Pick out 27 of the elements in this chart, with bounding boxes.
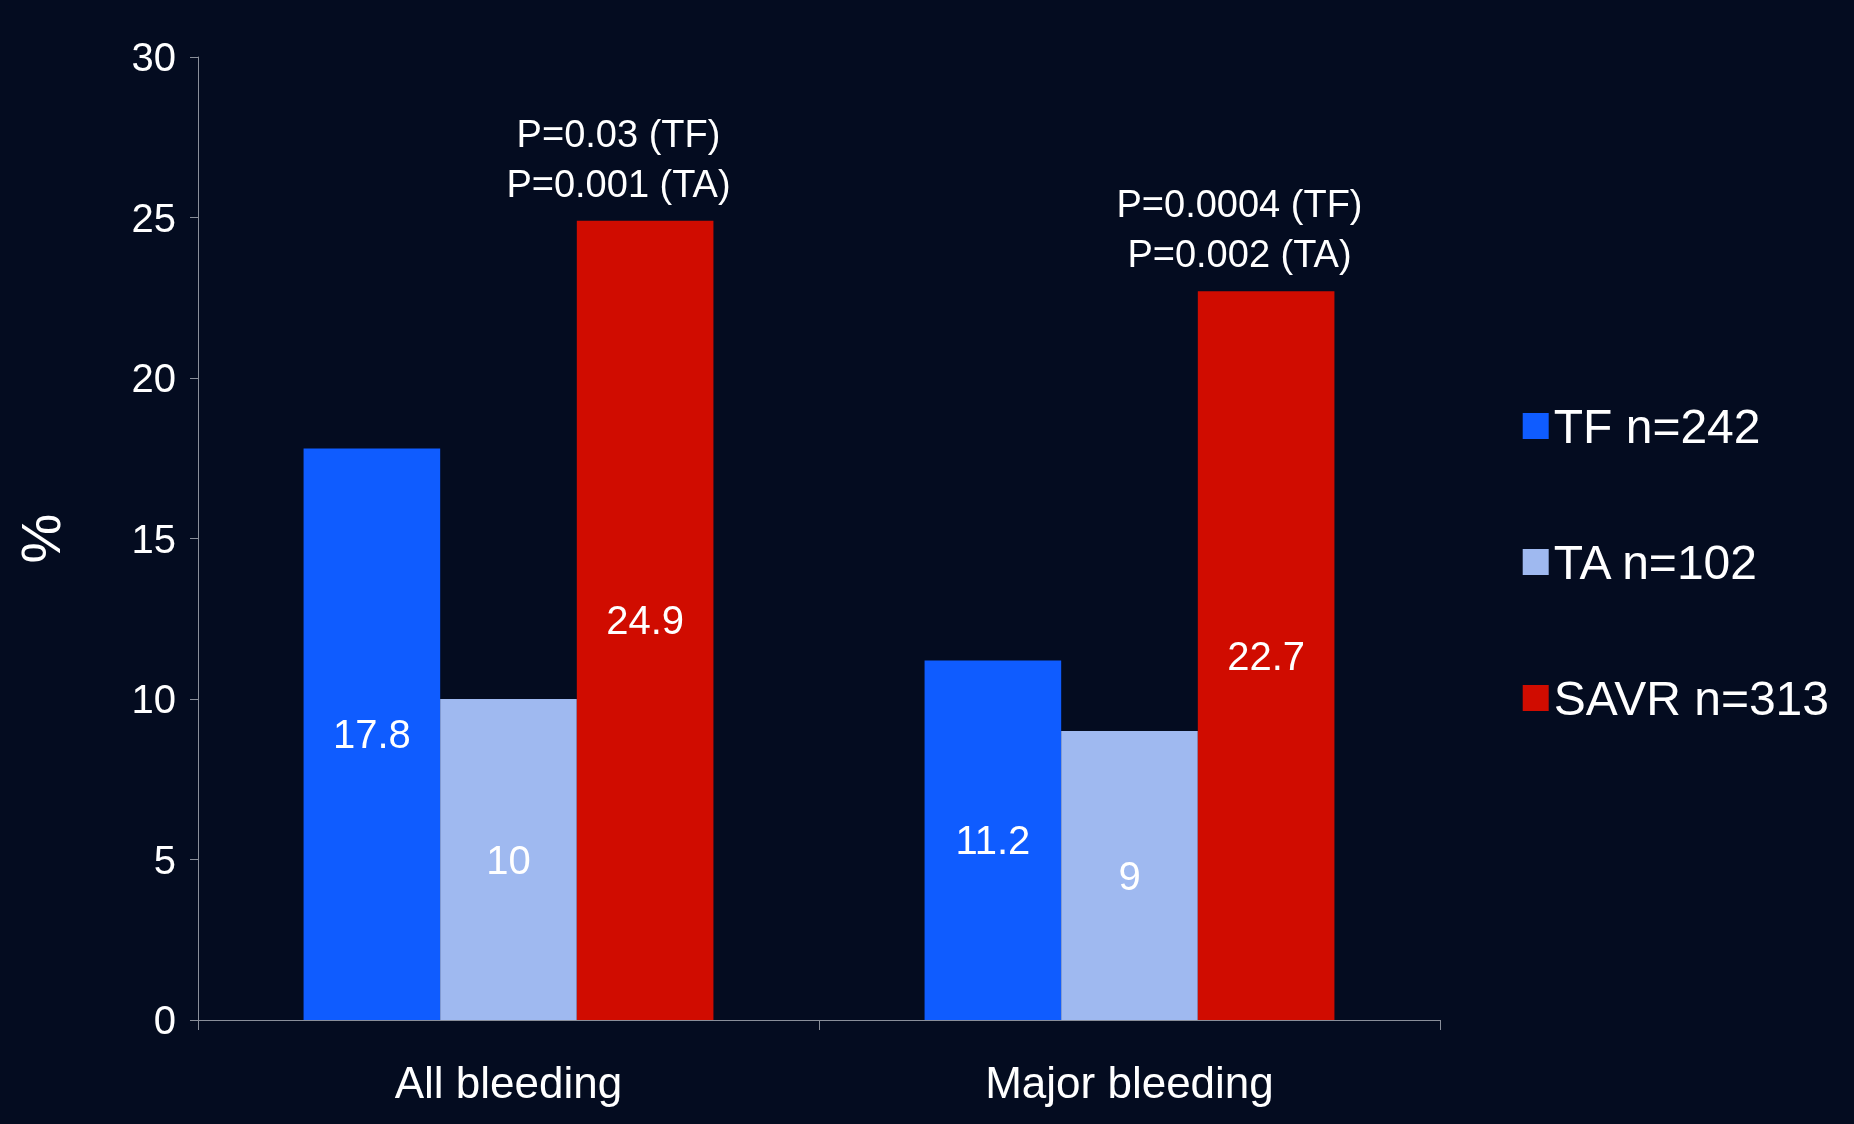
y-tick-label: 15 bbox=[131, 516, 176, 561]
annotation: P=0.03 (TF) P=0.001 (TA) bbox=[506, 112, 731, 205]
bar bbox=[576, 220, 714, 1020]
y-axis-title: % bbox=[8, 513, 72, 564]
data-label: 24.9 bbox=[606, 598, 685, 643]
data-label: 9 bbox=[1118, 853, 1141, 898]
data-label: 10 bbox=[486, 837, 531, 882]
legend-label: SAVR n=313 bbox=[1553, 671, 1829, 725]
x-tick-label: Major bleeding bbox=[985, 1057, 1274, 1107]
legend-label: TA n=102 bbox=[1553, 535, 1757, 589]
data-label: 17.8 bbox=[332, 712, 411, 757]
bar bbox=[1061, 731, 1198, 1020]
data-label: 22.7 bbox=[1227, 633, 1306, 678]
y-tick-label: 5 bbox=[153, 837, 176, 882]
y-tick-label: 25 bbox=[131, 195, 176, 240]
data-label: 11.2 bbox=[955, 818, 1031, 863]
y-tick-label: 10 bbox=[131, 677, 176, 721]
annotation: P=0.0004 (TF) P=0.002 (TA) bbox=[1116, 183, 1363, 276]
y-tick-label: 0 bbox=[153, 998, 176, 1042]
bar bbox=[1197, 291, 1335, 1020]
legend-label: TF n=242 bbox=[1553, 399, 1761, 453]
bar bbox=[924, 660, 1062, 1020]
bar bbox=[440, 699, 577, 1020]
bar bbox=[303, 448, 441, 1020]
y-tick-label: 20 bbox=[131, 356, 176, 400]
y-tick-label: 30 bbox=[131, 35, 176, 79]
x-tick-label: All bleeding bbox=[394, 1057, 623, 1107]
